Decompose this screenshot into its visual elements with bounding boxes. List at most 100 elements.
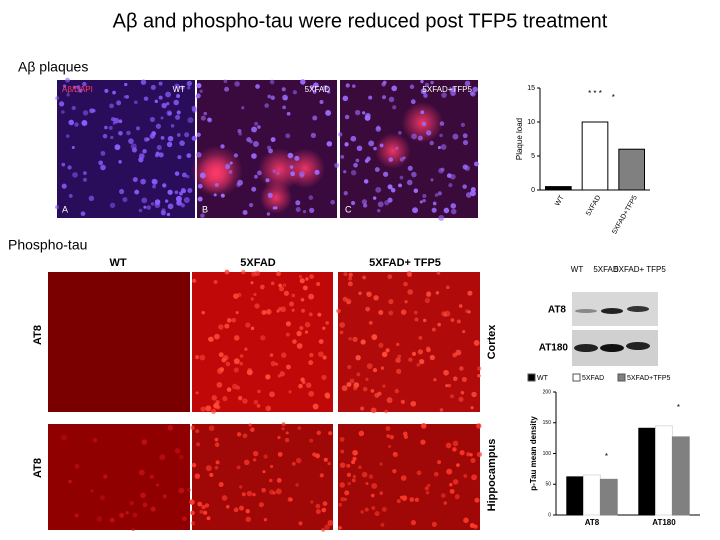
nucleus [309, 274, 315, 279]
nucleus [473, 340, 480, 346]
nucleus [270, 281, 275, 286]
nucleus [388, 444, 392, 449]
nucleus [234, 81, 240, 87]
nucleus [300, 79, 306, 85]
nucleus [149, 116, 155, 122]
nucleus [214, 465, 219, 470]
nucleus [102, 133, 108, 139]
nucleus [256, 404, 261, 408]
nucleus [448, 183, 453, 188]
nucleus [200, 406, 206, 412]
nucleus [208, 425, 215, 432]
nucleus [350, 135, 357, 142]
nucleus [251, 126, 258, 133]
nucleus [282, 105, 286, 110]
nucleus [285, 332, 290, 337]
nucleus [397, 354, 402, 359]
nucleus [348, 272, 353, 277]
nucleus [373, 146, 377, 151]
nucleus [376, 208, 381, 213]
nucleus [225, 163, 231, 169]
nucleus [216, 382, 223, 388]
nucleus [268, 148, 273, 154]
nucleus [269, 391, 275, 398]
nucleus [309, 352, 314, 358]
nucleus [150, 84, 156, 90]
nucleus [417, 349, 424, 355]
nucleus [446, 468, 453, 475]
nucleus [196, 152, 202, 158]
nucleus [334, 162, 340, 168]
nucleus [392, 451, 398, 458]
nucleus [213, 279, 218, 284]
nucleus [190, 510, 195, 516]
nucleus [434, 193, 439, 197]
nucleus [450, 394, 454, 399]
micrographs [48, 77, 483, 532]
nucleus [319, 100, 324, 105]
nucleus [395, 357, 401, 363]
nucleus [350, 200, 356, 206]
nucleus [368, 474, 374, 479]
nucleus [470, 187, 476, 193]
nucleus [208, 336, 214, 342]
y-tick-label: 5 [531, 153, 535, 160]
nucleus [192, 278, 197, 283]
nucleus [302, 285, 308, 291]
nucleus [352, 449, 358, 456]
nucleus [463, 474, 468, 478]
nucleus [275, 488, 282, 495]
nucleus [302, 210, 307, 214]
nucleus [319, 473, 324, 478]
column-label: WT [109, 257, 126, 269]
nucleus [287, 497, 293, 502]
nucleus [141, 197, 148, 204]
nucleus [234, 335, 240, 341]
plaque [401, 101, 443, 144]
nucleus [250, 281, 254, 285]
nucleus [174, 171, 180, 176]
nucleus [277, 452, 283, 457]
nucleus [476, 423, 482, 429]
nucleus [225, 361, 231, 367]
nucleus [326, 90, 331, 94]
nucleus [380, 522, 385, 527]
nucleus [151, 131, 157, 136]
nucleus [205, 465, 212, 472]
nucleus [65, 77, 70, 83]
nucleus [425, 490, 430, 495]
nucleus [379, 491, 384, 495]
nucleus [406, 179, 413, 186]
nucleus [325, 321, 329, 325]
nucleus [166, 102, 170, 106]
nucleus [180, 85, 185, 90]
y-tick-label: 10 [527, 119, 535, 126]
nucleus [179, 191, 184, 196]
nucleus [178, 487, 185, 494]
nucleus [446, 285, 450, 290]
nucleus [313, 82, 319, 88]
nucleus [419, 358, 425, 365]
nucleus [55, 205, 59, 209]
nucleus [443, 207, 450, 214]
nucleus [285, 364, 291, 370]
nucleus [458, 304, 463, 308]
nucleus [283, 290, 290, 296]
nucleus [391, 85, 398, 92]
nucleus [447, 383, 452, 388]
nucleus [321, 374, 327, 380]
nucleus [175, 195, 182, 202]
nucleus [340, 154, 345, 159]
nucleus [276, 271, 281, 277]
nucleus [181, 172, 187, 178]
nucleus [361, 199, 368, 205]
nucleus [292, 90, 297, 95]
column-label: 5XFAD+ TFP5 [369, 257, 441, 269]
nucleus [285, 321, 292, 327]
nucleus [304, 330, 309, 334]
nucleus [308, 312, 313, 317]
nucleus [346, 472, 352, 477]
nucleus [477, 366, 482, 371]
nucleus [300, 377, 305, 382]
nucleus [399, 157, 404, 162]
